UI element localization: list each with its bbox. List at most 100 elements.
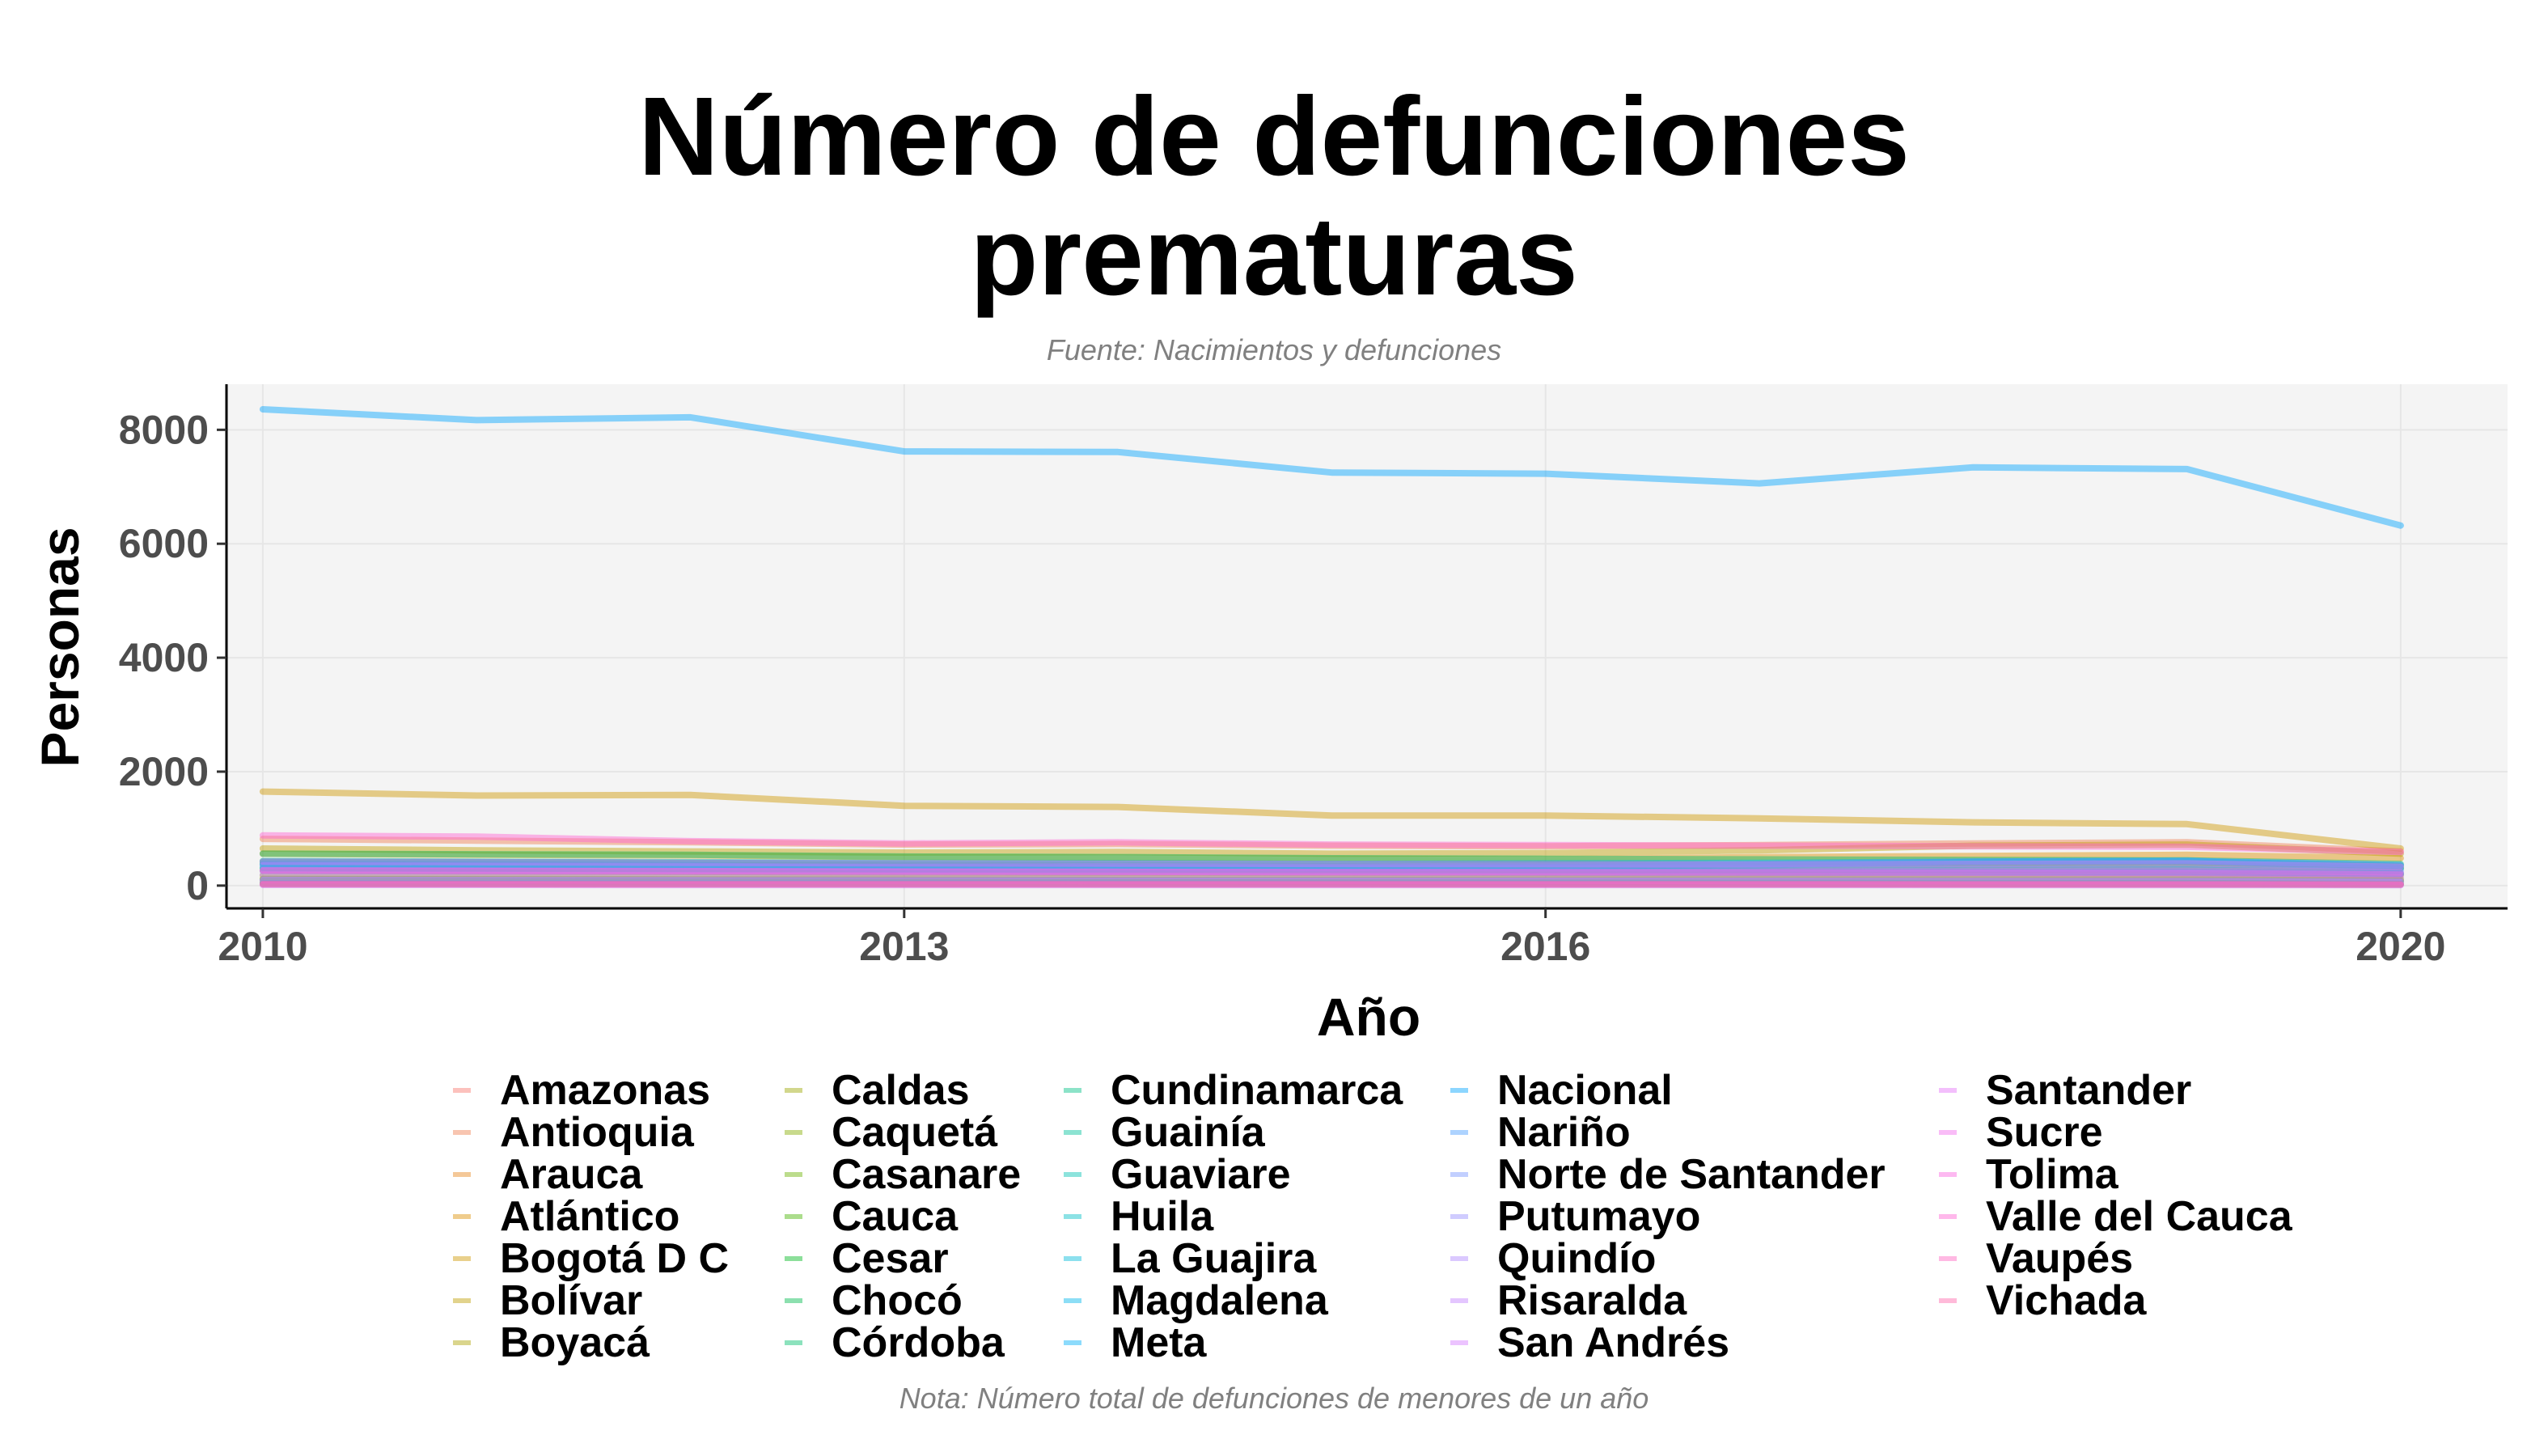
legend-label: Cesar <box>832 1235 949 1282</box>
legend-key <box>1064 1256 1081 1261</box>
legend-key <box>1064 1298 1081 1303</box>
series-line-caldas <box>259 872 2404 882</box>
legend-key <box>453 1214 471 1219</box>
legend-label: Nariño <box>1497 1109 1631 1156</box>
chart-title-line-2: prematuras <box>970 194 1578 319</box>
legend-label: Guaviare <box>1111 1151 1291 1198</box>
series-line-nacional <box>259 406 2404 529</box>
legend-key <box>453 1130 471 1135</box>
series-line-bogotá-d-c <box>259 788 2404 852</box>
legend-key <box>1450 1340 1468 1345</box>
chart-caption: Nota: Número total de defunciones de men… <box>899 1382 1649 1415</box>
y-axis-title: Personas <box>30 527 90 767</box>
series-line-sucre <box>259 867 2404 876</box>
chart-title: Número de defunciones prematuras <box>0 77 2548 316</box>
legend-key <box>785 1130 802 1135</box>
legend-key <box>1450 1088 1468 1093</box>
series-line-cauca <box>259 858 2404 872</box>
legend-key <box>785 1340 802 1345</box>
series-line-guainía <box>259 881 2404 888</box>
y-tick-label: 0 <box>186 863 209 908</box>
series-line-cesar <box>259 858 2404 870</box>
series-line-cundinamarca <box>259 857 2404 871</box>
x-tick-label: 2020 <box>2355 924 2445 969</box>
legend-key <box>1450 1172 1468 1177</box>
series-line-casanare <box>259 876 2404 885</box>
y-tick-label: 2000 <box>119 749 209 794</box>
y-tick-label: 8000 <box>119 407 209 452</box>
series-line-vichada <box>259 880 2404 888</box>
legend-label: Cauca <box>832 1193 959 1240</box>
legend-label: Chocó <box>832 1277 963 1324</box>
legend-key <box>1450 1130 1468 1135</box>
series-line-arauca <box>259 878 2404 886</box>
legend-key <box>1450 1298 1468 1303</box>
legend-key <box>1064 1088 1081 1093</box>
legend-key <box>785 1172 802 1177</box>
legend-key <box>1939 1130 1957 1135</box>
legend-label: Sucre <box>1986 1109 2103 1156</box>
legend-label: Caldas <box>832 1067 970 1114</box>
legend-key <box>1064 1340 1081 1345</box>
legend-key <box>1939 1172 1957 1177</box>
series-line-magdalena <box>259 857 2404 869</box>
series-line-boyacá <box>259 867 2404 879</box>
x-tick-label: 2010 <box>218 924 307 969</box>
legend-label: Tolima <box>1986 1151 2118 1198</box>
series-line-risaralda <box>259 871 2404 881</box>
legend-label: Atlántico <box>500 1193 680 1240</box>
legend-label: Vaupés <box>1986 1235 2134 1282</box>
y-tick-label: 4000 <box>119 635 209 680</box>
legend-key <box>1939 1298 1957 1303</box>
x-axis-title: Año <box>1317 987 1420 1047</box>
series-line-antioquia <box>259 836 2404 855</box>
series-line-meta <box>259 867 2404 878</box>
series-line-quindío <box>259 876 2404 885</box>
legend-label: Guainía <box>1111 1109 1265 1156</box>
legend-label: Norte de Santander <box>1497 1151 1886 1198</box>
legend-key <box>785 1298 802 1303</box>
legend-label: Valle del Cauca <box>1986 1193 2292 1240</box>
legend-label: La Guajira <box>1111 1235 1317 1282</box>
legend-key <box>1064 1130 1081 1135</box>
legend-key <box>1064 1214 1081 1219</box>
series-line-córdoba <box>259 850 2404 868</box>
legend-label: Cundinamarca <box>1111 1067 1403 1114</box>
x-tick-label: 2013 <box>859 924 949 969</box>
legend-label: Meta <box>1111 1319 1207 1366</box>
legend-label: Casanare <box>832 1151 1022 1198</box>
legend-label: Caquetá <box>832 1109 998 1156</box>
legend-label: Córdoba <box>832 1319 1005 1366</box>
series-line-valle-del-cauca <box>259 832 2404 856</box>
legend-label: Magdalena <box>1111 1277 1328 1324</box>
legend-key <box>1450 1214 1468 1219</box>
legend-label: Bolívar <box>500 1277 643 1324</box>
series-line-norte-de-santander <box>259 857 2404 870</box>
legend-label: Bogotá D C <box>500 1235 730 1282</box>
chart-subtitle: Fuente: Nacimientos y defunciones <box>1046 333 1502 366</box>
series-line-amazonas <box>259 879 2404 887</box>
legend-label: Vichada <box>1986 1277 2147 1324</box>
legend-key <box>785 1256 802 1261</box>
legend-key <box>453 1298 471 1303</box>
legend-label: Amazonas <box>500 1067 711 1114</box>
series-line-huila <box>259 865 2404 877</box>
x-tick-label: 2016 <box>1500 924 1590 969</box>
legend-label: Arauca <box>500 1151 643 1198</box>
legend-label: San Andrés <box>1497 1319 1730 1366</box>
series-line-bolívar <box>259 841 2404 857</box>
legend-key <box>1450 1256 1468 1261</box>
chart-title-line-1: Número de defunciones <box>638 74 1910 199</box>
legend-label: Santander <box>1986 1067 2192 1114</box>
legend-label: Quindío <box>1497 1235 1657 1282</box>
series-line-nariño <box>259 862 2404 874</box>
series-line-chocó <box>259 865 2404 877</box>
series-line-guaviare <box>259 880 2404 887</box>
legend-key <box>785 1214 802 1219</box>
legend-label: Huila <box>1111 1193 1214 1240</box>
legend-key <box>453 1256 471 1261</box>
legend-label: Nacional <box>1497 1067 1673 1114</box>
series-line-santander <box>259 858 2404 870</box>
legend-key <box>453 1172 471 1177</box>
